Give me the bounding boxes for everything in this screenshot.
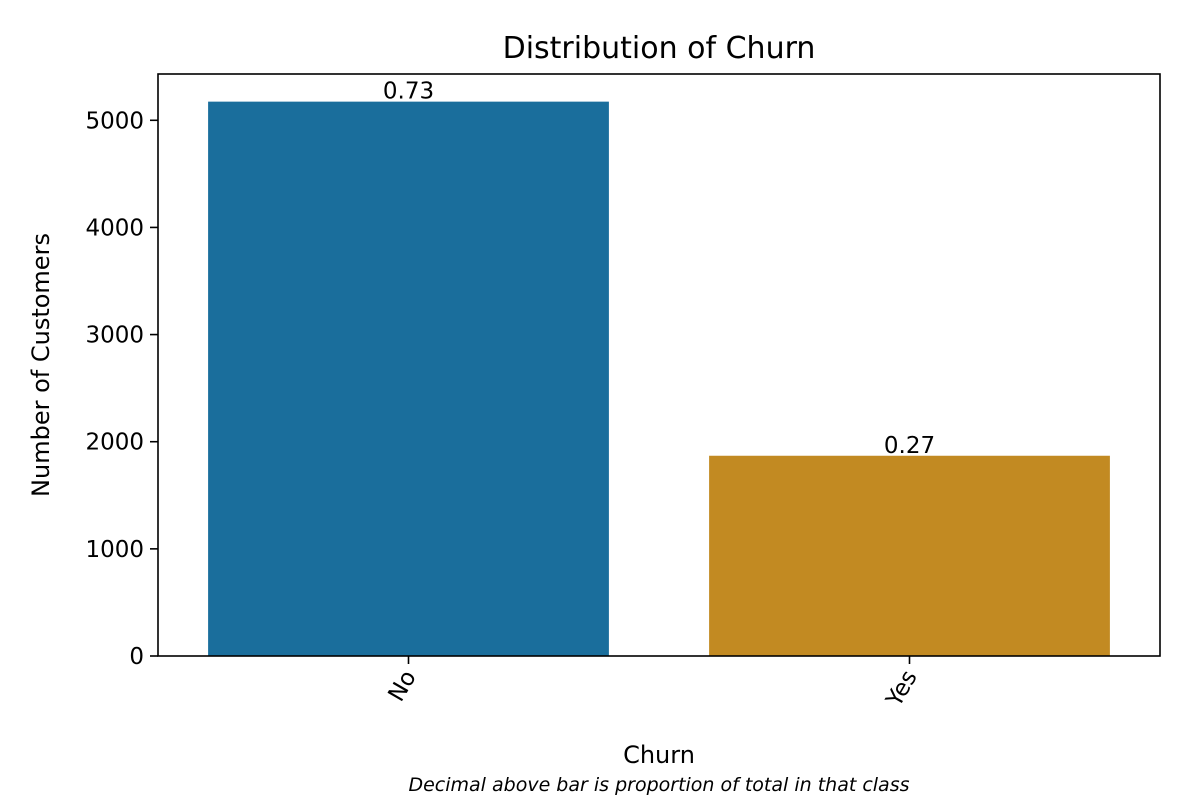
bar-yes	[709, 455, 1110, 656]
bar-no	[208, 101, 609, 656]
chart-title: Distribution of Churn	[503, 31, 816, 66]
bar-value-label-no: 0.73	[383, 79, 434, 105]
y-tick-label-1000: 1000	[85, 537, 144, 563]
bar-value-label-yes: 0.27	[884, 433, 935, 459]
x-tick-label-no: No	[384, 666, 422, 706]
plot-frame	[157, 73, 1161, 657]
plot-area: 0.73 No 0.27 Yes 0 1000 2000 3000 4000 5000	[85, 79, 1110, 712]
y-tick-label-0: 0	[129, 644, 144, 670]
y-tick-label-3000: 3000	[85, 323, 144, 349]
chart-caption: Decimal above bar is proportion of total…	[408, 774, 909, 796]
y-tick-label-4000: 4000	[85, 215, 144, 241]
x-axis-label: Churn	[623, 741, 695, 769]
y-tick-label-2000: 2000	[85, 430, 144, 456]
y-tick-label-5000: 5000	[85, 108, 144, 134]
x-tick-label-yes: Yes	[881, 666, 923, 712]
y-axis-label: Number of Customers	[27, 233, 55, 497]
